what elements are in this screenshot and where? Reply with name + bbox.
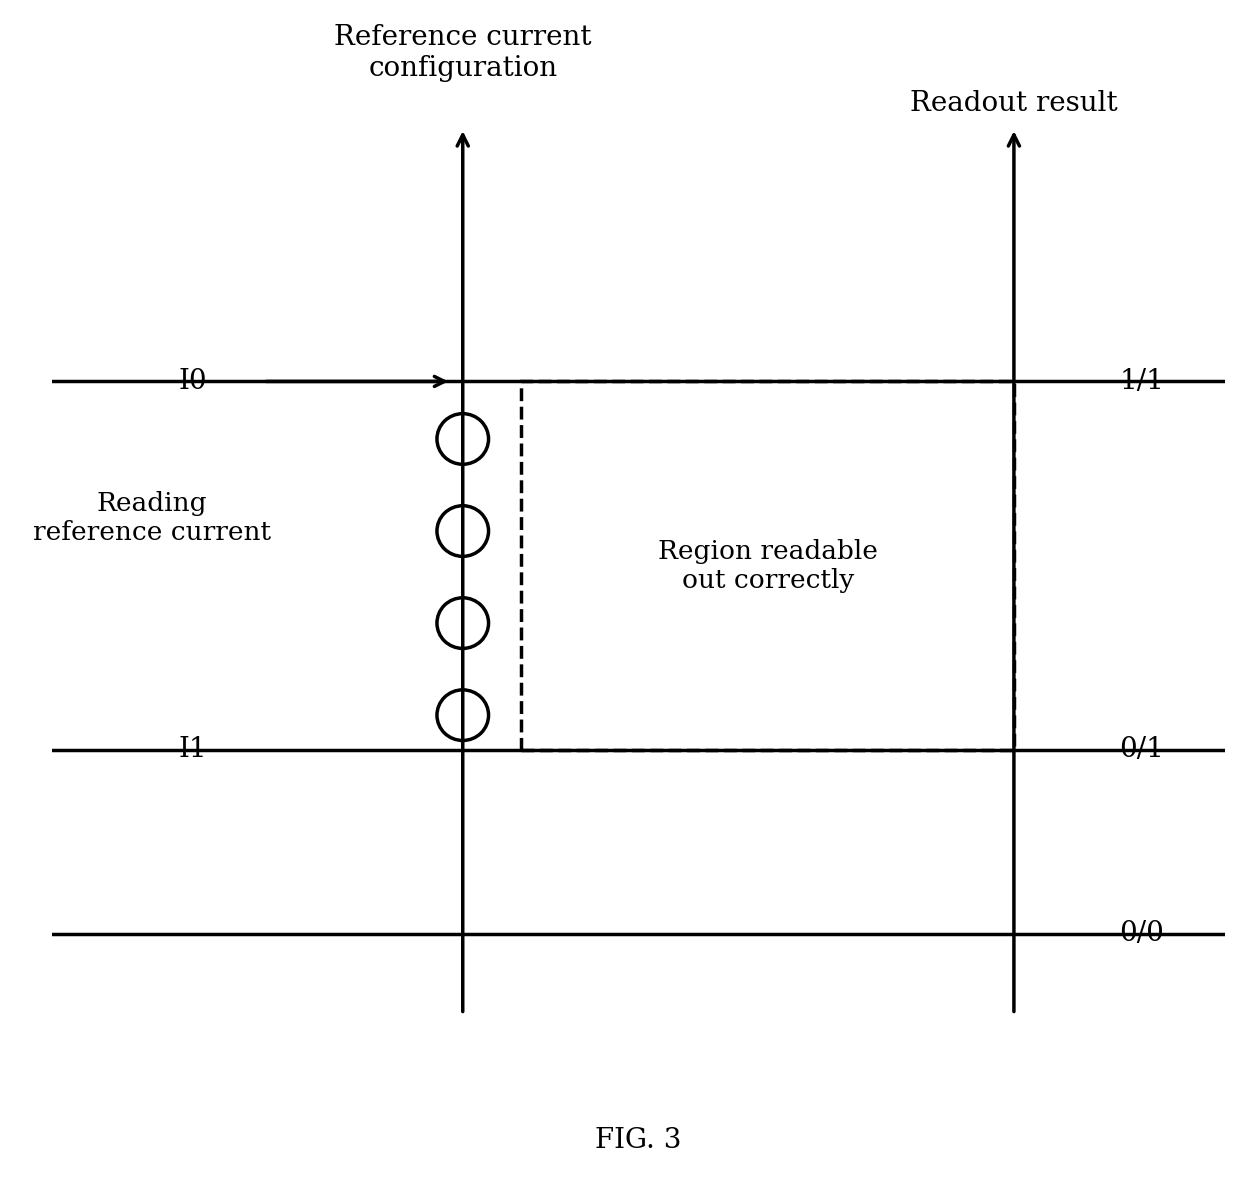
Text: 0/1: 0/1 [1120,736,1164,763]
Text: 1/1: 1/1 [1120,368,1164,395]
Text: 0/0: 0/0 [1120,921,1164,947]
Text: Region readable
out correctly: Region readable out correctly [657,538,878,593]
Text: FIG. 3: FIG. 3 [595,1127,682,1154]
Text: Readout result: Readout result [910,90,1117,117]
Text: Reference current
configuration: Reference current configuration [334,24,591,82]
Text: I1: I1 [179,736,207,763]
Bar [521,381,1014,750]
Text: Reading
reference current: Reading reference current [33,490,272,545]
Text: I0: I0 [179,368,207,395]
